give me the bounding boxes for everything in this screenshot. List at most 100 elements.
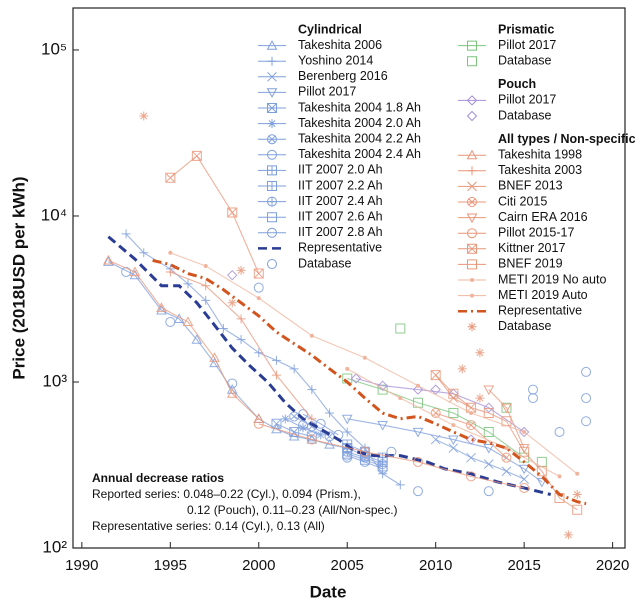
marker	[342, 373, 353, 384]
marker	[271, 355, 281, 365]
series-line	[108, 259, 260, 420]
y-axis-label: Price (2018USD per kWh)	[9, 176, 28, 379]
legend-label: Takeshita 2004 2.2 Ah	[298, 131, 421, 145]
marker	[483, 402, 494, 413]
marker	[483, 486, 494, 497]
legend-swatch	[267, 165, 277, 176]
legend-label: Takeshita 2004 2.0 Ah	[298, 116, 421, 130]
legend-label: Takeshita 2003	[498, 163, 582, 177]
legend-swatch	[467, 40, 477, 51]
legend-swatch	[267, 196, 278, 207]
legend-swatch	[267, 181, 277, 191]
marker	[227, 298, 237, 308]
legend-swatch	[467, 322, 477, 332]
legend-label: IIT 2007 2.2 Ah	[298, 178, 383, 192]
marker	[483, 443, 495, 454]
legend-swatch	[467, 166, 477, 176]
legend-label: Takeshita 2006	[298, 38, 382, 52]
marker	[522, 429, 527, 434]
marker	[483, 459, 494, 469]
legend-swatch	[467, 243, 477, 254]
marker	[557, 474, 562, 479]
marker	[519, 474, 530, 484]
legend-swatch	[470, 293, 474, 298]
marker	[572, 490, 582, 500]
legend-label: Database	[498, 319, 552, 333]
plot-frame	[72, 7, 626, 549]
marker	[309, 333, 314, 338]
marker	[121, 229, 131, 239]
marker	[253, 282, 264, 293]
legend-swatch	[267, 119, 277, 129]
legend-swatch	[467, 228, 477, 239]
marker	[412, 384, 424, 395]
legend-swatch	[267, 259, 277, 269]
marker	[307, 414, 317, 424]
marker	[201, 281, 211, 291]
marker	[466, 452, 476, 463]
marker	[129, 266, 141, 277]
marker	[298, 423, 308, 433]
marker	[465, 434, 477, 445]
legend-label: Pillot 2017	[498, 38, 556, 52]
legend-label: Takeshita 2004 1.8 Ah	[298, 100, 421, 114]
series-line	[435, 374, 578, 511]
marker	[307, 385, 317, 395]
marker	[581, 416, 592, 427]
representative-line	[152, 258, 587, 506]
legend-label: Database	[498, 108, 552, 122]
marker	[139, 248, 149, 258]
legend-group-title: Cylindrical	[298, 22, 362, 36]
marker	[165, 267, 175, 277]
y-tick-label: 10³	[42, 371, 67, 390]
marker	[501, 466, 512, 477]
marker	[501, 452, 512, 463]
marker	[483, 385, 495, 396]
marker	[342, 427, 352, 437]
marker	[451, 423, 456, 428]
marker	[182, 316, 194, 327]
marker	[563, 530, 573, 540]
marker	[256, 296, 261, 301]
marker	[253, 418, 264, 429]
marker	[466, 471, 477, 482]
legend-label: Pillot 2017	[298, 85, 356, 99]
marker	[359, 456, 370, 467]
marker	[395, 480, 405, 490]
legend-swatch	[267, 149, 277, 160]
y-tick-label: 10²	[42, 537, 67, 556]
annotation: Representative series: 0.14 (Cyl.), 0.13…	[92, 519, 325, 533]
marker	[341, 414, 353, 425]
annotation: Reported series: 0.048–0.22 (Cyl.), 0.09…	[92, 487, 361, 501]
marker	[395, 323, 406, 334]
marker	[103, 254, 114, 265]
marker	[316, 430, 326, 440]
marker	[466, 420, 477, 431]
marker	[236, 265, 246, 275]
legend-swatch	[267, 71, 277, 82]
marker	[253, 268, 264, 279]
legend-swatch	[466, 213, 478, 224]
series-line	[347, 453, 383, 467]
legend-group-title: Pouch	[498, 77, 536, 91]
legend-swatch	[466, 149, 478, 160]
series-line	[355, 377, 525, 433]
series-line	[347, 455, 383, 470]
marker	[377, 463, 388, 474]
legend-label: Kittner 2017	[498, 241, 565, 255]
marker	[475, 393, 485, 403]
legend-swatch	[267, 227, 277, 238]
plot-area	[103, 111, 592, 540]
marker	[528, 393, 538, 404]
marker	[377, 380, 388, 391]
x-axis-label: Date	[310, 582, 347, 601]
marker	[289, 411, 300, 422]
x-tick-label: 2000	[242, 557, 275, 574]
x-tick-label: 2020	[596, 557, 629, 574]
marker	[581, 393, 592, 404]
series-line	[347, 418, 543, 483]
marker	[218, 324, 228, 334]
series-line	[170, 271, 313, 420]
marker	[448, 443, 459, 453]
legend-label: Representative	[298, 241, 382, 255]
